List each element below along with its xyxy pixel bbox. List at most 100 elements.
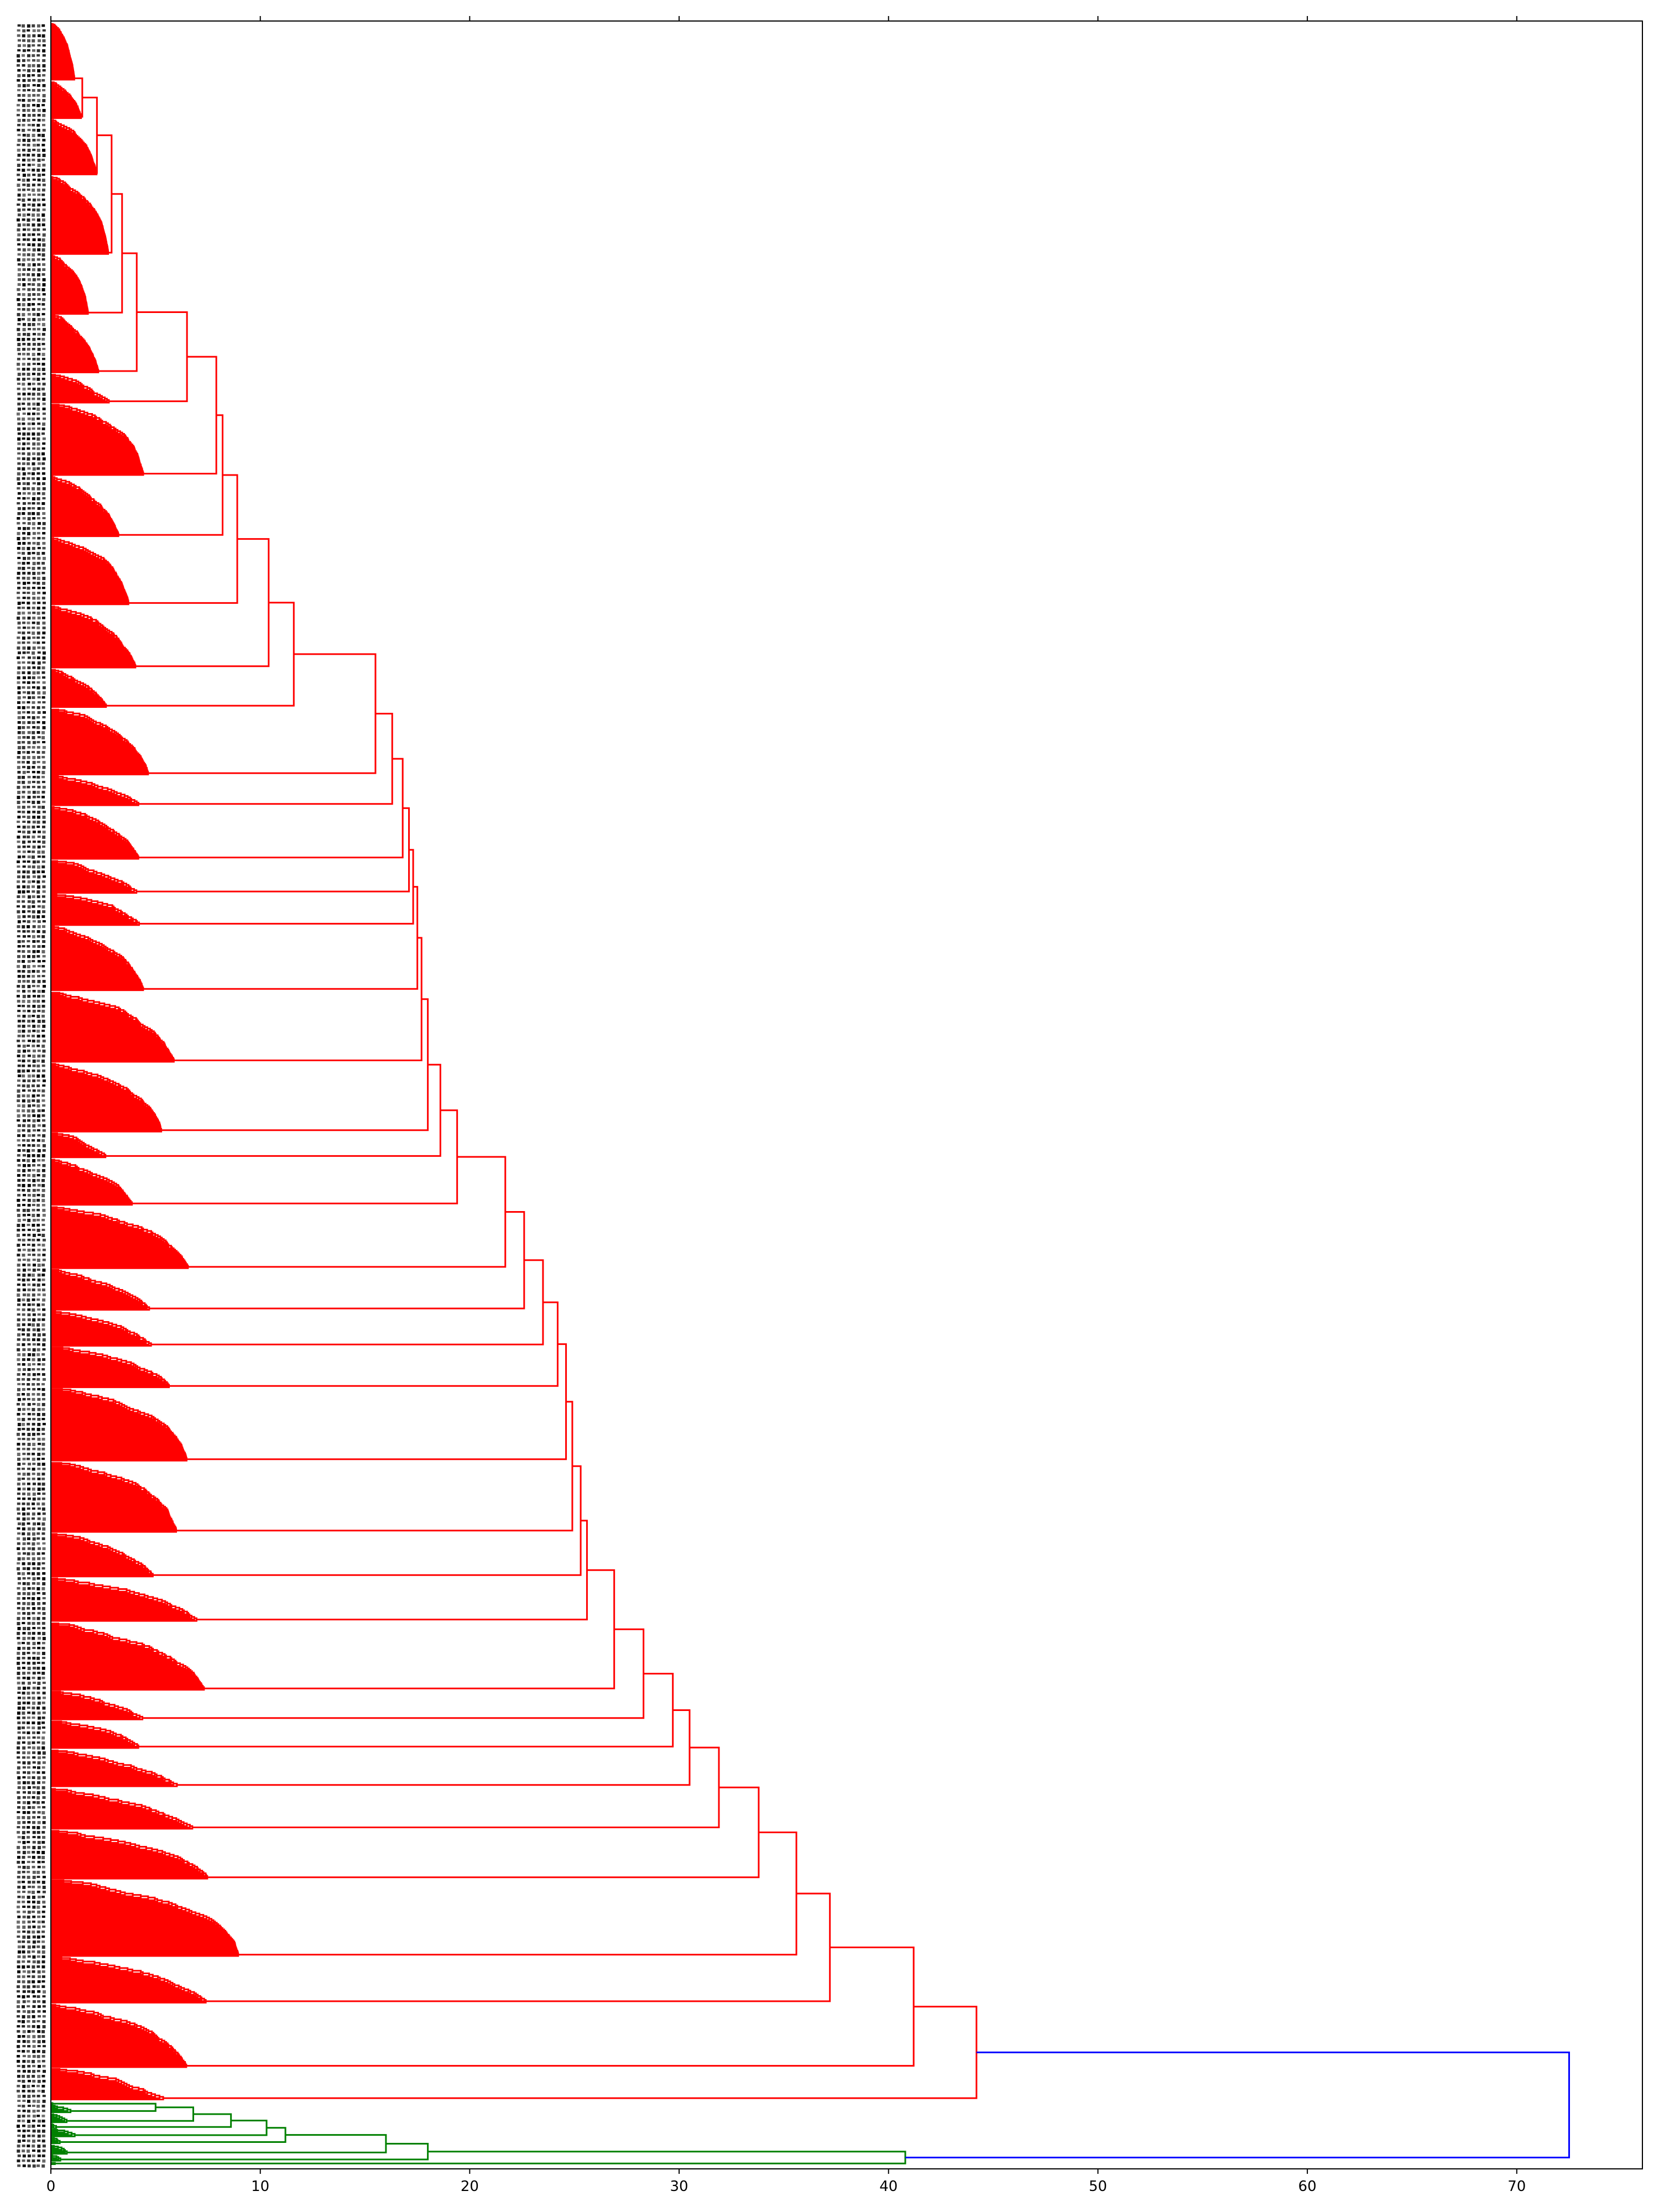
leaf-label-glyph xyxy=(42,2005,46,2008)
leaf-label-glyph xyxy=(32,64,35,67)
leaf-label-glyph xyxy=(36,2055,40,2058)
leaf-label-glyph xyxy=(37,2150,41,2153)
dendrogram-link xyxy=(51,404,60,407)
leaf-label-glyph xyxy=(17,1438,21,1441)
leaf-label-glyph xyxy=(41,666,45,670)
leaf-label-glyph xyxy=(32,1224,35,1227)
leaf-label-glyph xyxy=(22,1328,25,1332)
leaf-label-glyph xyxy=(42,1214,46,1217)
leaf-label-glyph xyxy=(22,104,25,107)
leaf-label-glyph xyxy=(36,1239,40,1241)
dendrogram-link xyxy=(51,734,121,738)
leaf-label-glyph xyxy=(41,1866,45,1869)
leaf-label-glyph xyxy=(22,1876,25,1879)
leaf-label-glyph xyxy=(22,980,26,983)
leaf-label-glyph xyxy=(27,194,31,196)
dendrogram-link xyxy=(51,404,65,408)
leaf-label-glyph xyxy=(32,1109,35,1113)
leaf-label-glyph xyxy=(41,1851,45,1854)
leaf-label-glyph xyxy=(32,1403,36,1406)
leaf-label-glyph xyxy=(37,547,41,550)
leaf-label-glyph xyxy=(27,960,31,963)
leaf-label-glyph xyxy=(27,592,30,594)
leaf-label-glyph xyxy=(22,865,26,868)
leaf-label-glyph xyxy=(42,1040,46,1042)
leaf-label-glyph xyxy=(27,1950,31,1954)
leaf-label-glyph xyxy=(27,1204,31,1207)
leaf-label-glyph xyxy=(36,2159,40,2162)
leaf-label-glyph xyxy=(22,1846,26,1849)
leaf-label-glyph xyxy=(17,746,21,749)
leaf-label-glyph xyxy=(17,1931,20,1933)
dendrogram-link xyxy=(51,1222,128,1227)
leaf-label-glyph xyxy=(27,806,30,808)
leaf-label-glyph xyxy=(41,2060,45,2063)
leaf-label-glyph xyxy=(32,975,35,978)
leaf-label-glyph xyxy=(41,796,45,799)
dendrogram-link xyxy=(51,1182,117,1187)
dendrogram-link xyxy=(51,1918,213,1923)
dendrogram-link xyxy=(51,645,124,650)
leaf-label-glyph xyxy=(17,1363,21,1366)
leaf-label-glyph xyxy=(27,1557,30,1560)
dendrogram-link xyxy=(51,640,121,645)
leaf-label-glyph xyxy=(27,298,31,301)
leaf-label-glyph xyxy=(41,1458,45,1460)
leaf-label-glyph xyxy=(32,2005,36,2008)
leaf-label-glyph xyxy=(41,1940,45,1943)
leaf-label-glyph xyxy=(41,388,45,390)
leaf-label-glyph xyxy=(27,865,31,868)
leaf-label-glyph xyxy=(32,1662,36,1665)
leaf-label-glyph xyxy=(37,2040,41,2043)
leaf-label-glyph xyxy=(32,1707,35,1710)
leaf-label-glyph xyxy=(36,497,40,500)
leaf-label-glyph xyxy=(17,1911,20,1913)
dendrogram-link xyxy=(51,1905,179,1910)
leaf-label-glyph xyxy=(32,860,36,864)
leaf-label-glyph xyxy=(27,1821,31,1824)
leaf-label-glyph xyxy=(36,895,40,899)
leaf-label-glyph xyxy=(27,472,31,475)
leaf-label-glyph xyxy=(17,1960,20,1964)
leaf-label-glyph xyxy=(17,388,20,390)
dendrogram-link xyxy=(51,1094,138,1099)
leaf-label-glyph xyxy=(32,607,35,609)
leaf-label-glyph xyxy=(41,1746,45,1750)
leaf-label-glyph xyxy=(27,403,31,406)
leaf-label-glyph xyxy=(27,1647,30,1650)
dendrogram-link xyxy=(51,926,59,930)
dendrogram-link xyxy=(51,1186,122,1191)
leaf-label-glyph xyxy=(27,562,30,565)
leaf-label-glyph xyxy=(17,885,20,889)
leaf-label-glyph xyxy=(27,1343,31,1346)
leaf-label-glyph xyxy=(27,1632,31,1635)
leaf-label-glyph xyxy=(32,552,35,555)
leaf-label-glyph xyxy=(27,263,31,267)
dendrogram-link xyxy=(51,1269,60,1272)
leaf-label-glyph xyxy=(36,890,40,894)
leaf-label-glyph xyxy=(22,1886,26,1889)
dendrogram-link xyxy=(51,846,133,851)
leaf-label-glyph xyxy=(22,1189,25,1192)
leaf-label-glyph xyxy=(17,1269,20,1272)
leaf-label-glyph xyxy=(17,413,20,416)
leaf-label-glyph xyxy=(42,1637,46,1640)
dendrogram-link xyxy=(51,442,132,447)
leaf-label-glyph xyxy=(27,870,30,874)
leaf-label-glyph xyxy=(17,651,21,655)
leaf-label-glyph xyxy=(41,582,45,585)
leaf-label-glyph xyxy=(22,1906,26,1908)
leaf-label-glyph xyxy=(36,1209,40,1212)
leaf-label-glyph xyxy=(32,1070,35,1072)
leaf-label-glyph xyxy=(22,427,26,430)
leaf-label-glyph xyxy=(36,1622,40,1625)
leaf-label-glyph xyxy=(22,1692,25,1695)
leaf-label-glyph xyxy=(27,1512,30,1516)
leaf-label-glyph xyxy=(17,333,21,336)
dendrogram-link xyxy=(51,1168,85,1173)
leaf-label-glyph xyxy=(27,1791,31,1794)
leaf-label-glyph xyxy=(17,522,20,525)
leaf-label-glyph xyxy=(41,1413,45,1416)
leaf-label-glyph xyxy=(27,1154,30,1157)
leaf-label-glyph xyxy=(41,1791,45,1794)
